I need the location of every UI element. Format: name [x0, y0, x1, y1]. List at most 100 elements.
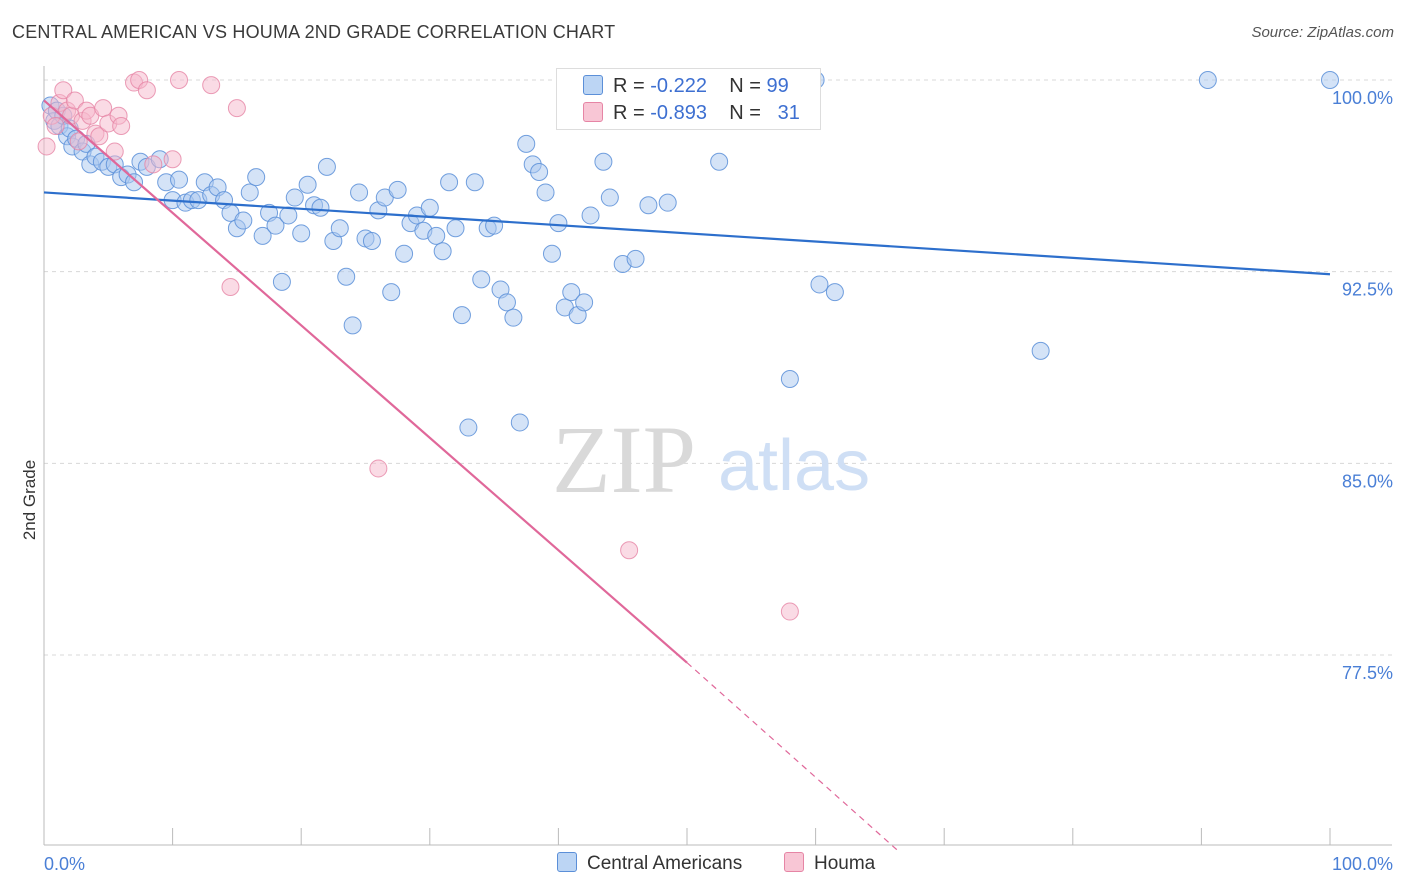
houma-point: [780, 602, 799, 621]
y-tick-label: 77.5%: [1342, 663, 1393, 683]
central-americans-point: [125, 173, 144, 192]
central-americans-point: [420, 198, 439, 217]
central-americans-point: [452, 306, 471, 325]
legend-swatch-blue: [557, 852, 577, 872]
legend-label: Central Americans: [587, 853, 743, 874]
houma-point: [163, 150, 182, 169]
central-americans-point: [530, 163, 549, 181]
central-americans-point: [1198, 71, 1217, 89]
houma-point: [69, 132, 88, 151]
central-americans-point: [427, 226, 446, 245]
houma-point: [137, 81, 156, 100]
n-label: N =: [729, 74, 767, 97]
central-americans-point: [240, 183, 259, 202]
central-americans-point: [311, 198, 330, 217]
central-americans-point: [350, 183, 369, 202]
central-americans-point: [780, 370, 799, 388]
bottom-legend-houma: Houma: [784, 852, 875, 875]
watermark-atlas: atlas: [718, 426, 870, 506]
central-americans-point: [626, 249, 645, 268]
central-americans-point: [549, 214, 568, 233]
central-americans-point: [446, 219, 465, 238]
central-americans-point: [234, 211, 253, 230]
houma-point: [94, 99, 113, 118]
legend-stats-blue: R = -0.222 N = 99: [613, 75, 789, 98]
houma-point: [620, 541, 639, 560]
x-tick-label: 100.0%: [1332, 854, 1393, 874]
central-americans-point: [1031, 341, 1050, 360]
central-americans-point: [536, 183, 555, 202]
r-value: -0.893: [650, 101, 707, 124]
r-label: R =: [613, 74, 651, 97]
legend-stats-pink: R = -0.893 N = 31: [613, 102, 800, 125]
series-houma: [37, 71, 799, 621]
legend-swatch-blue: [583, 75, 603, 95]
legend-swatch-pink: [583, 102, 603, 122]
houma-point: [112, 117, 131, 135]
houma-point: [221, 278, 240, 296]
central-americans-point: [1321, 71, 1339, 89]
central-americans-point: [465, 173, 484, 192]
houma-point: [202, 76, 221, 95]
central-americans-point: [562, 283, 581, 302]
central-americans-point: [395, 244, 414, 263]
houma-point: [144, 155, 163, 174]
central-americans-point: [710, 152, 729, 171]
houma-point: [369, 459, 388, 478]
x-tick-label: 0.0%: [44, 854, 85, 874]
watermark-zip: ZIP: [552, 406, 696, 513]
central-americans-point: [658, 193, 677, 212]
trend-line-houma-extension: [686, 662, 900, 853]
trend-line-central-americans: [43, 191, 1331, 276]
y-axis-label: 2nd Grade: [20, 460, 39, 540]
central-americans-point: [330, 219, 349, 238]
n-label: N =: [729, 101, 767, 124]
central-americans-point: [279, 206, 298, 225]
tick-labels: 77.5% 85.0% 92.5% 100.0% 0.0% 100.0%: [44, 88, 1393, 874]
houma-point: [65, 91, 84, 110]
central-americans-point: [343, 316, 362, 335]
central-americans-point: [382, 283, 401, 302]
central-americans-point: [337, 267, 356, 286]
central-americans-point: [542, 244, 561, 263]
y-tick-label: 85.0%: [1342, 471, 1393, 491]
stats-legend: R = -0.222 N = 99 R = -0.893 N = 31: [556, 68, 821, 130]
central-americans-point: [433, 242, 452, 261]
n-value: 31: [777, 101, 800, 124]
houma-point: [170, 71, 189, 89]
central-americans-point: [253, 226, 272, 245]
source-credit: Source: ZipAtlas.com: [1251, 24, 1394, 41]
central-americans-point: [170, 170, 189, 189]
n-value: 99: [766, 74, 789, 97]
central-americans-point: [517, 134, 536, 153]
grid-lines: [44, 79, 1392, 656]
houma-point: [105, 142, 124, 161]
central-americans-point: [594, 152, 613, 171]
central-americans-point: [810, 275, 829, 294]
central-americans-point: [388, 180, 407, 199]
chart-title: CENTRAL AMERICAN VS HOUMA 2ND GRADE CORR…: [12, 22, 616, 42]
legend-label: Houma: [814, 853, 876, 874]
houma-point: [227, 99, 246, 118]
y-tick-label: 92.5%: [1342, 280, 1393, 300]
central-americans-point: [510, 413, 529, 432]
central-americans-point: [362, 232, 381, 250]
bottom-legend-central-americans: Central Americans: [557, 852, 742, 875]
r-label: R =: [613, 101, 651, 124]
trend-line-houma: [43, 99, 688, 664]
central-americans-point: [266, 216, 285, 235]
central-americans-point: [504, 308, 523, 327]
central-americans-point: [472, 270, 491, 289]
central-americans-point: [272, 272, 291, 291]
central-americans-point: [317, 157, 336, 176]
central-americans-point: [247, 168, 266, 187]
central-americans-point: [292, 224, 311, 243]
central-americans-point: [581, 206, 600, 225]
legend-swatch-pink: [784, 852, 804, 872]
central-americans-point: [440, 173, 459, 192]
houma-point: [46, 117, 65, 135]
central-americans-point: [298, 175, 317, 194]
y-tick-label: 100.0%: [1332, 88, 1393, 108]
central-americans-point: [600, 188, 619, 207]
